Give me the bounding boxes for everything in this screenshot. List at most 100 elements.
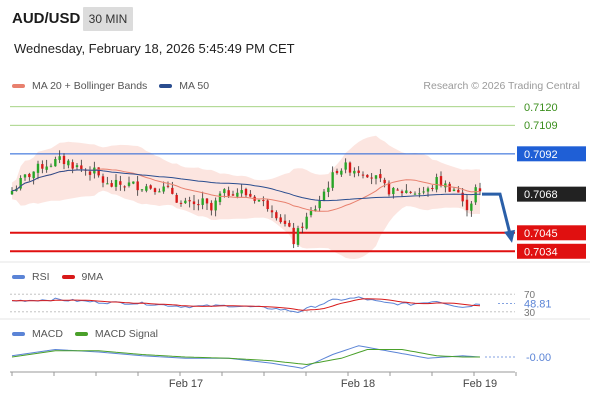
level-box-0.7034 [517,243,586,259]
datetime-label: Wednesday, February 18, 2026 5:45:49 PM … [14,41,295,56]
candle-body [153,188,157,193]
level-label-0.7034: 0.7034 [524,246,558,258]
candle-body [396,189,399,191]
candle-body [478,188,482,192]
level-label-0.7109: 0.7109 [524,120,558,132]
candle-body [132,181,135,184]
candle-body [28,173,31,178]
candle-body [67,160,70,166]
rsi-ma-swatch [61,275,75,279]
candle-body [80,165,83,169]
candle-body [49,165,53,167]
level-box-0.7068 [517,186,586,202]
macd-signal-legend-label: MACD Signal [94,328,158,340]
candle-body [136,181,139,191]
candle-body [205,198,209,204]
candle-body [119,181,122,185]
x-tick-label: Feb 17 [169,378,203,390]
candle-body [240,190,243,194]
candle-body [387,182,391,195]
candle-body [470,203,473,211]
candle-body [405,190,408,194]
candle-body [58,156,61,160]
candle-body [344,162,347,170]
candle-body [422,191,425,193]
macd-swatch [12,332,25,336]
rsi-ma-line [11,298,481,311]
candle-body [357,170,360,173]
candle-body [171,187,174,194]
candle-body [335,170,339,174]
candle-body [409,191,412,193]
candle-body [296,228,300,245]
research-credit: Research © 2026 Trading Central [423,80,580,92]
ma50-swatch [159,84,173,88]
candle-body [266,200,269,210]
candle-body [162,186,165,192]
candle-body [166,185,170,187]
candle-body [465,199,469,211]
level-label-0.7092: 0.7092 [524,149,558,161]
candle-body [218,193,222,203]
level-label-0.7045: 0.7045 [524,228,558,240]
candle-body [309,211,313,216]
candle-body [461,192,464,202]
x-tick-label: Feb 19 [463,378,497,390]
candle-body [101,176,105,183]
ma20-swatch [12,84,25,88]
candle-body [392,187,395,195]
candle-body [54,159,57,167]
candle-body [184,200,187,204]
candle-body [353,170,356,174]
candle-body [106,183,109,185]
candle-body [270,210,274,213]
candle-body [370,177,373,179]
candle-body [19,178,22,189]
projection-arrowhead [504,229,515,243]
candle-body [431,187,434,189]
candle-body [340,170,343,175]
candle-body [110,183,113,187]
candle-body [75,165,79,168]
rsi-legend-label: RSI [32,271,50,283]
candle-body [435,177,438,190]
macd-signal-line [11,349,480,366]
candle-body [383,179,386,184]
rsi-level-30: 30 [524,308,536,319]
candle-body [192,201,196,205]
candle-body [361,174,365,176]
candle-body [452,189,456,192]
rsi-swatch [12,275,25,279]
candle-body [275,212,278,219]
candle-body [227,190,230,196]
macd-value-label: -0.00 [526,352,551,364]
candle-body [322,191,326,201]
macd-line [11,345,481,369]
candle-body [97,167,100,176]
level-label-0.7068: 0.7068 [524,189,558,201]
candle-body [305,216,308,229]
candle-body [210,202,213,211]
candle-body [301,226,304,228]
candle-body [413,193,417,195]
rsi-ma-legend-label: 9MA [81,271,104,283]
candle-body [418,193,421,195]
macd-signal-swatch [74,332,88,336]
ma50-line [11,169,481,202]
candle-body [327,187,330,193]
candle-body [175,194,178,203]
timeframe-button[interactable]: 30 MIN [83,7,133,31]
candle-body [23,174,27,178]
ma50-legend-label: MA 50 [179,80,210,92]
candle-body [331,172,334,188]
symbol-title: AUD/USD [12,10,81,27]
candle-body [32,171,35,179]
candle-body [201,198,204,205]
rsi-value-label: 48.81 [524,299,552,311]
candle-body [36,163,40,173]
candle-body [283,220,287,224]
candle-body [214,200,217,211]
candle-body [158,191,161,193]
candle-body [448,183,451,192]
